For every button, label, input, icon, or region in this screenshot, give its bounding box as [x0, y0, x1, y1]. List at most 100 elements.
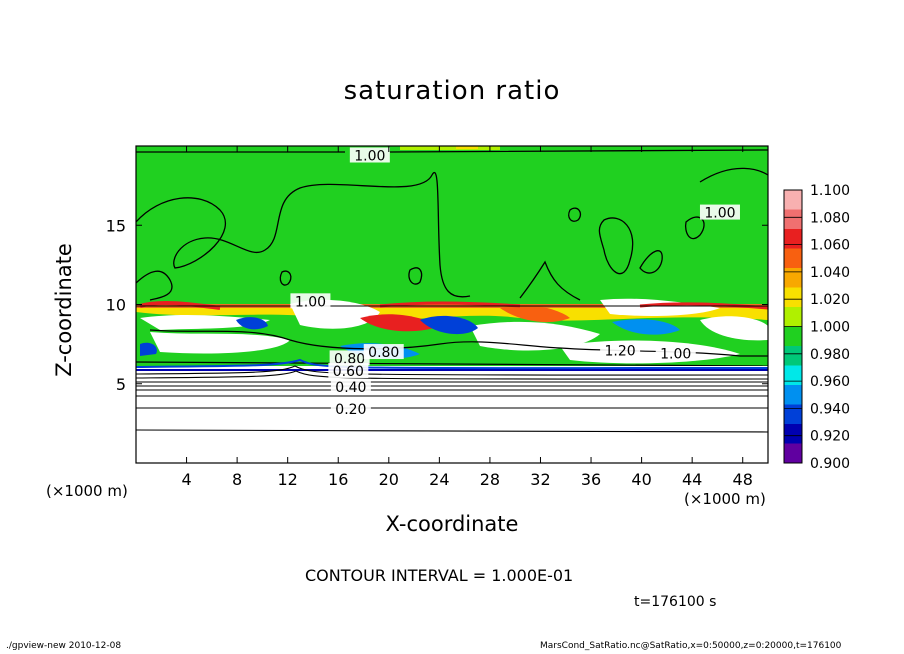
contour-line [408, 267, 423, 285]
colorbar-swatch [784, 326, 802, 347]
x-tick-label: 4 [181, 470, 191, 489]
colorbar-label: 0.900 [810, 456, 850, 472]
contour-label-bg [363, 344, 404, 360]
colorbar-label: 1.000 [810, 320, 850, 336]
contour-label: 1.00 [295, 294, 326, 310]
contour-label-bg [699, 204, 740, 220]
time-label: t=176100 s [634, 594, 717, 610]
colorbar-swatch [784, 248, 802, 269]
colorbar-label: 1.080 [810, 210, 850, 226]
top-band [456, 146, 478, 149]
y-tick-label: 15 [106, 216, 126, 235]
contour-line [684, 216, 705, 240]
contour-line [279, 270, 292, 286]
cloud-white [150, 332, 290, 354]
contour-label: 0.60 [333, 364, 364, 380]
colorbar-label: 1.040 [810, 265, 850, 281]
contour-line [136, 358, 768, 370]
contour-label-bg [655, 345, 696, 361]
y-tick-label: 10 [106, 296, 126, 315]
cloud-white [700, 316, 768, 341]
x-tick-label: 12 [278, 470, 298, 489]
contour-label-bg [330, 378, 371, 394]
colorbar-swatch [784, 307, 802, 327]
contour-label-bg [290, 293, 331, 309]
contour-label-bg [329, 350, 370, 366]
colorbar-swatch [784, 385, 802, 405]
cloud-white [600, 298, 720, 316]
colorbar-swatch [784, 404, 802, 425]
colorbar-swatch [784, 190, 802, 210]
colorbar-label: 0.920 [810, 429, 850, 445]
contour-label: 0.40 [335, 380, 366, 396]
colorbar-swatch [784, 229, 802, 249]
contour-line [136, 270, 173, 301]
colorbar-label: 1.020 [810, 292, 850, 308]
contour-label: 0.20 [335, 402, 366, 418]
x-tick-label: 20 [379, 470, 399, 489]
colorbar-label: 0.980 [810, 347, 850, 363]
subsaturated-region [136, 366, 768, 463]
cloud-red [360, 314, 440, 332]
contour-interval-label: CONTOUR INTERVAL = 1.000E-01 [305, 566, 574, 585]
cloud-red-edge [639, 302, 768, 310]
x-unit-label-right: (×1000 m) [684, 490, 766, 508]
chart-title: saturation ratio [343, 76, 561, 106]
contour-line [699, 167, 768, 183]
cloud-blue [236, 317, 268, 330]
plot-area [136, 146, 768, 463]
cloud-red-edge [379, 301, 521, 308]
cloud-white [140, 314, 270, 330]
contour-label: 1.00 [354, 149, 385, 165]
contour-line [639, 250, 663, 274]
contour-label: 0.80 [368, 345, 399, 361]
footer-right: MarsCond_SatRatio.nc@SatRatio,x=0:50000,… [540, 641, 842, 651]
contour-label: 1.00 [704, 206, 735, 222]
contour-line [136, 172, 471, 298]
colorbar-label: 0.960 [810, 374, 850, 390]
colorbar-swatch [784, 268, 802, 288]
x-unit-label-left: (×1000 m) [46, 482, 128, 500]
contour-label-bg [328, 363, 369, 379]
x-tick-label: 40 [631, 470, 651, 489]
x-axis-label: X-coordinate [385, 512, 519, 536]
saturated-region [136, 146, 768, 306]
colorbar-swatch [784, 424, 802, 444]
cloud-red-edge [139, 300, 221, 310]
contour-label-bg [330, 401, 371, 417]
footer-left: ./gpview-new 2010-12-08 [6, 641, 122, 651]
y-tick-label: 5 [116, 375, 126, 394]
cloud-blue [420, 315, 478, 335]
x-tick-label: 44 [682, 470, 702, 489]
x-tick-label: 36 [581, 470, 601, 489]
contour-line [568, 207, 582, 222]
colorbar-label: 0.940 [810, 401, 850, 417]
colorbar-swatch [784, 443, 802, 464]
colorbar-label: 1.100 [810, 183, 850, 199]
colorbar-swatch [784, 365, 802, 386]
x-tick-label: 28 [480, 470, 500, 489]
contour-line [136, 365, 768, 376]
contour-label: 1.20 [605, 343, 636, 359]
cloud-orange [500, 305, 570, 323]
colorbar-swatch [784, 287, 802, 308]
x-tick-label: 16 [328, 470, 348, 489]
contour-line [136, 149, 768, 153]
contour-label: 1.00 [660, 347, 691, 363]
colorbar-label: 1.060 [810, 238, 850, 254]
x-tick-label: 8 [232, 470, 242, 489]
colorbar-swatch [784, 346, 802, 366]
x-tick-label: 32 [530, 470, 550, 489]
contour-line [519, 260, 581, 301]
contour-line [136, 361, 768, 367]
x-tick-label: 24 [429, 470, 449, 489]
x-tick-label: 48 [733, 470, 753, 489]
contour-label-bg [600, 342, 641, 358]
top-band [400, 146, 500, 150]
cloud-blue [140, 342, 157, 356]
cloud-blue [612, 319, 680, 335]
contour-line [598, 217, 634, 275]
contour-label-bg [349, 147, 390, 163]
colorbar-swatch [784, 209, 802, 230]
